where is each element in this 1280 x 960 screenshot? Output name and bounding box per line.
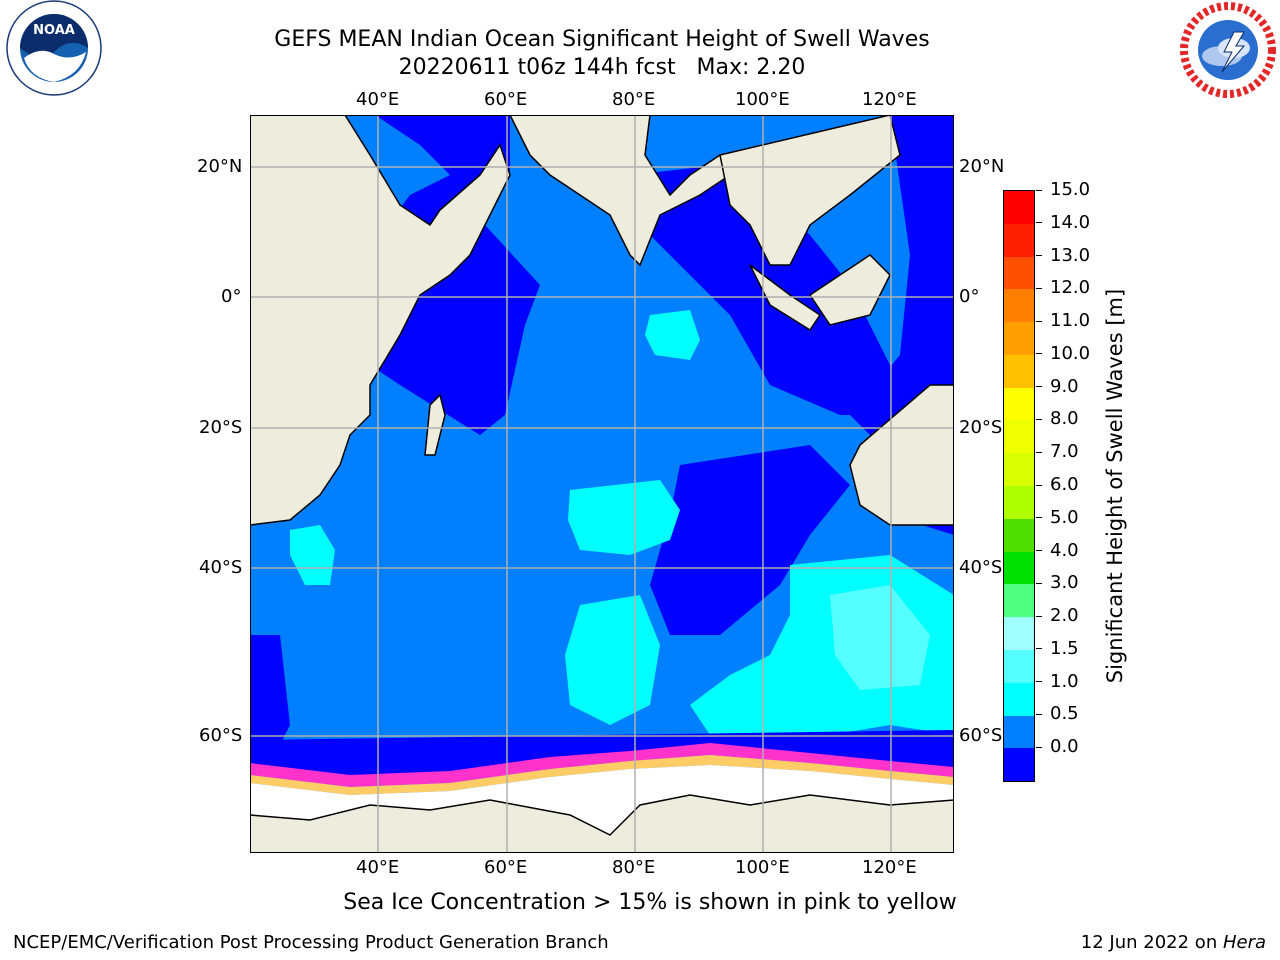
colorbar-segment [1004,453,1034,487]
colorbar-tick-label: 10.0 [1036,343,1090,364]
madagascar [424,393,446,456]
colorbar-tick-label: 11.0 [1036,310,1090,331]
colorbar-tick-label: 5.0 [1036,507,1079,528]
colorbar-tick-label: 3.0 [1036,572,1079,593]
colorbar-tick-label: 1.0 [1036,671,1079,692]
borneo [808,254,891,326]
colorbar-tick-label: 8.0 [1036,408,1079,429]
colorbar-segment [1004,486,1034,519]
colorbar-tick-label: 1.5 [1036,638,1079,659]
colorbar-segment [1004,354,1034,388]
map-gridlines [250,115,954,853]
lon-label-bottom-60e: 60°E [484,857,528,878]
colorbar-tick-label: 0.5 [1036,703,1079,724]
lat-label-left-40s: 40°S [199,557,243,578]
colorbar-segment [1004,682,1034,716]
colorbar-segment [1004,387,1034,421]
noaa-logo: NOAA [6,0,102,96]
asia-landmass [509,115,731,267]
lon-label-bottom-100e: 100°E [735,857,790,878]
colorbar-tick-label: 7.0 [1036,441,1079,462]
colorbar-segment [1004,256,1034,290]
colorbar [1003,190,1035,782]
colorbar-tick-label: 13.0 [1036,245,1090,266]
lat-label-right-20s: 20°S [959,417,1003,438]
colorbar-tick-label: 2.0 [1036,605,1079,626]
lat-label-right-20n: 20°N [959,156,1005,177]
colorbar-label: Significant Height of Swell Waves [m] [1103,288,1127,684]
colorbar-segment [1004,518,1034,552]
colorbar-tick-label: 9.0 [1036,376,1079,397]
africa-landmass [250,115,511,526]
lat-label-left-20n: 20°N [197,156,243,177]
colorbar-segment [1004,420,1034,454]
noaa-logo-text: NOAA [33,23,75,38]
colorbar-segment [1004,223,1034,257]
lon-label-top-120e: 120°E [862,89,917,110]
colorbar-segment [1004,617,1034,650]
colorbar-segment [1004,649,1034,683]
colorbar-tick-label: 4.0 [1036,540,1079,561]
lon-label-top-60e: 60°E [484,89,528,110]
lat-label-right-60s: 60°S [959,725,1003,746]
colorbar-segment [1004,584,1034,618]
lat-label-left-60s: 60°S [199,725,243,746]
lon-label-top-100e: 100°E [735,89,790,110]
colorbar-tick-label: 15.0 [1036,179,1090,200]
colorbar-segment [1004,322,1034,355]
colorbar-tick-label: 14.0 [1036,212,1090,233]
lat-label-right-0: 0° [959,286,980,307]
colorbar-ticks: 15.0 14.0 13.0 12.0 11.0 10.0 9.0 8.0 7.0 6.0 5.0 4… [1036,179,1106,782]
lon-label-bottom-120e: 120°E [862,857,917,878]
colorbar-segment [1004,748,1034,782]
lat-label-right-40s: 40°S [959,557,1003,578]
map-subtitle: 20220611 t06z 144h fcst Max: 2.20 [398,55,806,80]
footer-system: Hera [1222,932,1266,953]
footer-timestamp: 12 Jun 2022 on Hera [1081,932,1266,953]
australia-landmass [849,384,954,526]
colorbar-segment [1004,191,1034,224]
antarctica-landmass [250,794,954,853]
colorbar-segment [1004,715,1034,749]
nws-logo [1180,2,1276,98]
lon-label-top-40e: 40°E [356,89,400,110]
footer-date: 12 Jun 2022 on [1080,932,1223,953]
footer-organization: NCEP/EMC/Verification Post Processing Pr… [13,932,609,953]
colorbar-tick-label: 12.0 [1036,277,1090,298]
colorbar-segment [1004,289,1034,323]
colorbar-segment [1004,551,1034,585]
map-area [250,115,954,853]
lon-label-bottom-40e: 40°E [356,857,400,878]
colorbar-tick-label: 0.0 [1036,736,1079,757]
lat-label-left-20s: 20°S [199,417,243,438]
map-title: GEFS MEAN Indian Ocean Significant Heigh… [274,27,930,52]
sea-ice-caption: Sea Ice Concentration > 15% is shown in … [343,890,957,915]
lon-label-bottom-80e: 80°E [612,857,656,878]
colorbar-tick-label: 6.0 [1036,474,1079,495]
lat-label-left-0: 0° [221,286,242,307]
lon-label-top-80e: 80°E [612,89,656,110]
